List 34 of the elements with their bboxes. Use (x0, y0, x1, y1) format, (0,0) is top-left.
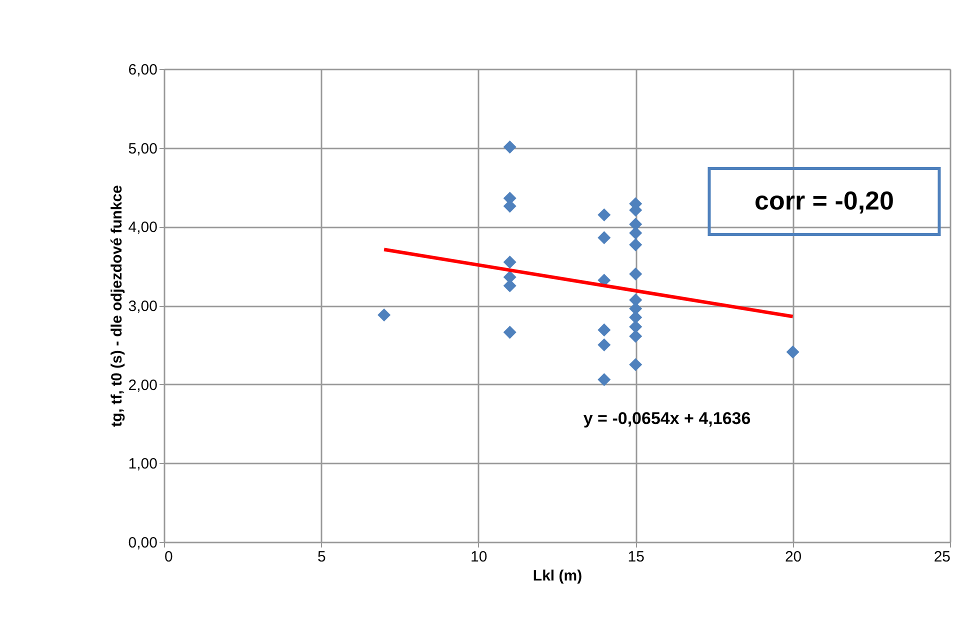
point (629, 320, 642, 334)
x-tick-label: 0 (164, 548, 173, 566)
point (598, 208, 611, 222)
point (598, 338, 611, 352)
point (629, 267, 642, 280)
y-axis-title: tg, tf, t0 (s) - dle odjezdové funkce (108, 185, 126, 427)
point (503, 326, 516, 339)
annotation: corr = -0,20 (754, 185, 894, 216)
annotation: y = -0,0654x + 4,1636 (583, 409, 751, 428)
point (598, 231, 611, 244)
point (503, 279, 516, 292)
y-tick-label: 5,00 (128, 140, 158, 158)
point (629, 238, 642, 252)
point (598, 373, 611, 386)
x-tick-label: 15 (628, 548, 644, 566)
point (629, 330, 642, 343)
point (503, 140, 516, 154)
point (629, 310, 642, 324)
point (378, 308, 391, 322)
y-tick-label: 3,00 (128, 298, 158, 315)
y-tick-label: 6,00 (128, 62, 158, 78)
y-tick-label: 1,00 (128, 456, 158, 473)
x-tick-label: 10 (470, 548, 488, 566)
point (503, 256, 516, 269)
point (629, 358, 642, 372)
point (598, 323, 611, 336)
x-axis-title: Lkl (m) (532, 568, 582, 584)
y-tick-label: 0,00 (128, 534, 158, 552)
x-tick-label: 25 (934, 548, 950, 566)
x-tick-label: 5 (318, 548, 326, 566)
y-tick-label: 4,00 (128, 219, 158, 236)
point (786, 345, 800, 359)
x-tick-label: 20 (784, 548, 802, 566)
y-tick-label: 2,00 (128, 376, 158, 394)
